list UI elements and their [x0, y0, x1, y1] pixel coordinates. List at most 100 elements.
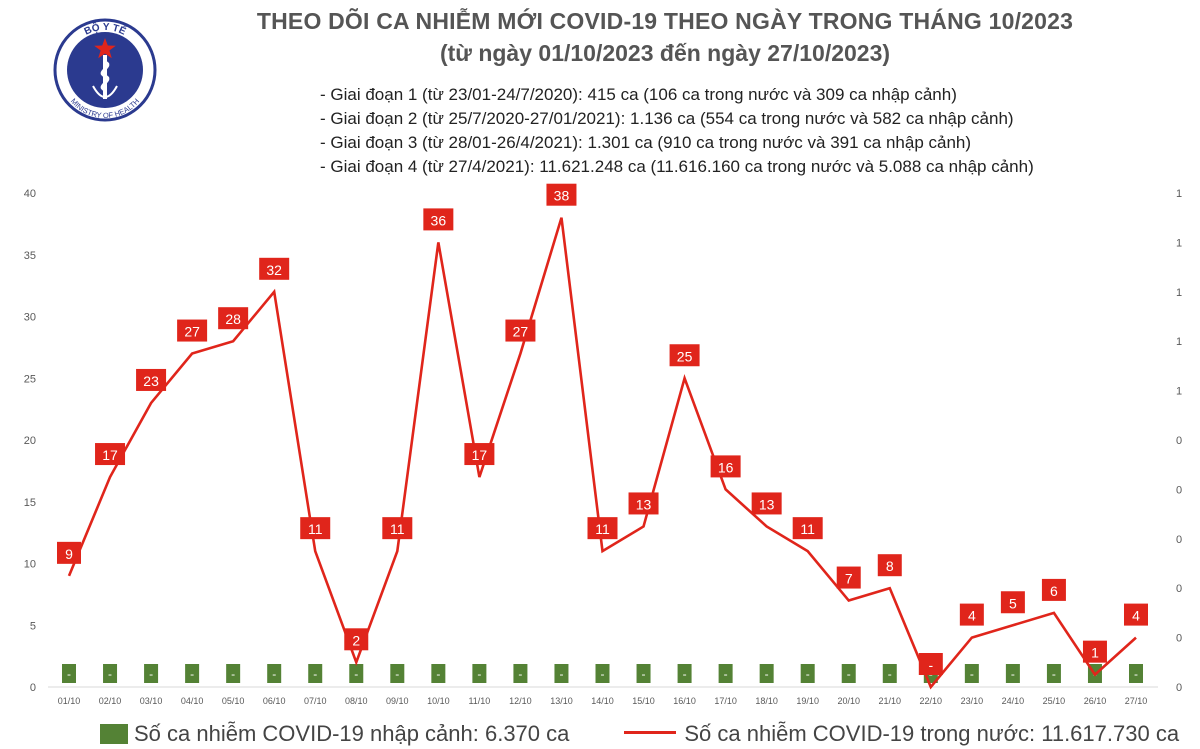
imported-bar-label: - [190, 667, 194, 681]
data-label-box [751, 492, 782, 515]
data-label-box [57, 541, 81, 564]
x-tick-label: 02/10 [99, 696, 122, 706]
imported-cases-bars: --------------------------- [62, 664, 1143, 683]
svg-text:BỘ Y TẾ: BỘ Y TẾ [83, 20, 129, 37]
data-label: 27 [513, 324, 529, 340]
y2-tick-label: 0 [1176, 682, 1182, 694]
imported-bar [595, 664, 610, 683]
data-label: 5 [1009, 595, 1017, 611]
y-tick-label: 40 [24, 188, 36, 200]
data-label: 13 [759, 496, 775, 512]
data-label: 7 [845, 571, 853, 587]
x-tick-label: 25/10 [1043, 696, 1066, 706]
imported-bar-label: - [1011, 667, 1015, 681]
imported-bar [390, 664, 405, 683]
data-label: 9 [65, 546, 73, 562]
ministry-of-health-logo: BỘ Y TẾ MINISTRY OF HEALTH [53, 18, 157, 122]
y-axis-left: 0 5 10 15 20 25 30 35 40 [24, 188, 36, 694]
imported-bar-label: - [806, 667, 810, 681]
phase-3-text: - Giai đoạn 3 (từ 28/01-26/4/2021): 1.30… [320, 133, 972, 152]
data-label: 27 [184, 324, 200, 340]
imported-bar [349, 664, 364, 683]
data-label: 28 [225, 311, 241, 327]
x-tick-label: 27/10 [1125, 696, 1148, 706]
chart-subtitle: (từ ngày 01/10/2023 đến ngày 27/10/2023) [439, 40, 891, 66]
logo-top-text: BỘ Y TẾ [83, 20, 129, 37]
data-label-box [877, 554, 902, 577]
data-label-box [918, 653, 943, 675]
data-label: - [928, 657, 933, 673]
x-tick-label: 04/10 [181, 696, 204, 706]
data-label-box [1041, 578, 1066, 601]
y2-tick-label: 0 [1176, 484, 1182, 496]
x-axis: 01/10 02/10 03/10 04/10 05/10 06/10 07/10 08/10… [48, 686, 1158, 706]
data-label: 17 [102, 447, 118, 463]
y-tick-label: 20 [24, 435, 36, 447]
data-label-box [546, 183, 577, 206]
imported-bar-label: - [67, 667, 71, 681]
data-label-box [710, 455, 741, 478]
data-label-box [259, 257, 290, 280]
x-tick-label: 21/10 [879, 696, 902, 706]
data-label: 23 [143, 373, 159, 389]
imported-bar-label: - [642, 667, 646, 681]
legend-domestic-label: Số ca nhiễm COVID-19 trong nước: 11.617.… [684, 721, 1180, 746]
y2-tick-label: 1 [1176, 188, 1182, 200]
imported-bar [677, 664, 692, 683]
x-tick-label: 23/10 [961, 696, 984, 706]
x-tick-label: 16/10 [673, 696, 696, 706]
data-label: 36 [431, 212, 447, 228]
x-tick-label: 10/10 [427, 696, 450, 706]
data-label-box [1000, 591, 1025, 614]
imported-bar [226, 664, 241, 683]
legend-domestic-line [624, 731, 677, 734]
data-label: 1 [1091, 645, 1099, 661]
imported-bar-label: - [724, 667, 728, 681]
imported-bar-label: - [354, 667, 358, 681]
y2-tick-label: 1 [1176, 287, 1182, 299]
imported-bar-label: - [765, 667, 769, 681]
x-tick-label: 07/10 [304, 696, 327, 706]
data-label-box [218, 307, 249, 330]
chart-legend: Số ca nhiễm COVID-19 nhập cảnh: 6.370 ca… [100, 721, 1179, 747]
data-label-box [669, 344, 700, 367]
imported-bar-label: - [231, 667, 235, 681]
imported-bar [308, 664, 323, 683]
data-label-box [628, 492, 659, 515]
data-label: 13 [636, 496, 652, 512]
data-label-box [300, 517, 331, 540]
data-label-box [382, 517, 413, 540]
data-label: 2 [352, 632, 360, 648]
y2-tick-label: 0 [1176, 583, 1182, 595]
x-tick-label: 14/10 [591, 696, 614, 706]
x-tick-label: 13/10 [550, 696, 573, 706]
x-tick-label: 11/10 [468, 696, 490, 706]
imported-bar-label: - [1134, 667, 1138, 681]
y-tick-label: 35 [24, 250, 36, 262]
data-label: 4 [1132, 608, 1140, 624]
x-tick-label: 26/10 [1084, 696, 1107, 706]
chart-title: THEO DÕI CA NHIỄM MỚI COVID-19 THEO NGÀY… [256, 8, 1074, 34]
imported-bar [718, 664, 733, 683]
data-label: 16 [718, 459, 734, 475]
y-tick-label: 15 [24, 497, 36, 509]
imported-bar [964, 664, 979, 683]
y2-tick-label: 1 [1176, 237, 1182, 249]
x-tick-label: 20/10 [837, 696, 860, 706]
imported-bar [759, 664, 774, 683]
data-label-box [587, 517, 618, 540]
x-tick-label: 15/10 [632, 696, 655, 706]
y2-tick-label: 1 [1176, 336, 1182, 348]
data-label-box [1082, 640, 1107, 663]
y2-tick-label: 0 [1176, 435, 1182, 447]
data-label-box [344, 628, 369, 651]
imported-bar-label: - [108, 667, 112, 681]
x-tick-label: 09/10 [386, 696, 409, 706]
x-tick-label: 22/10 [920, 696, 943, 706]
x-tick-label: 24/10 [1002, 696, 1025, 706]
y-tick-label: 30 [24, 312, 36, 324]
data-label-box [464, 443, 495, 466]
imported-bar-label: - [888, 667, 892, 681]
imported-bar [513, 664, 528, 683]
x-tick-label: 06/10 [263, 696, 286, 706]
